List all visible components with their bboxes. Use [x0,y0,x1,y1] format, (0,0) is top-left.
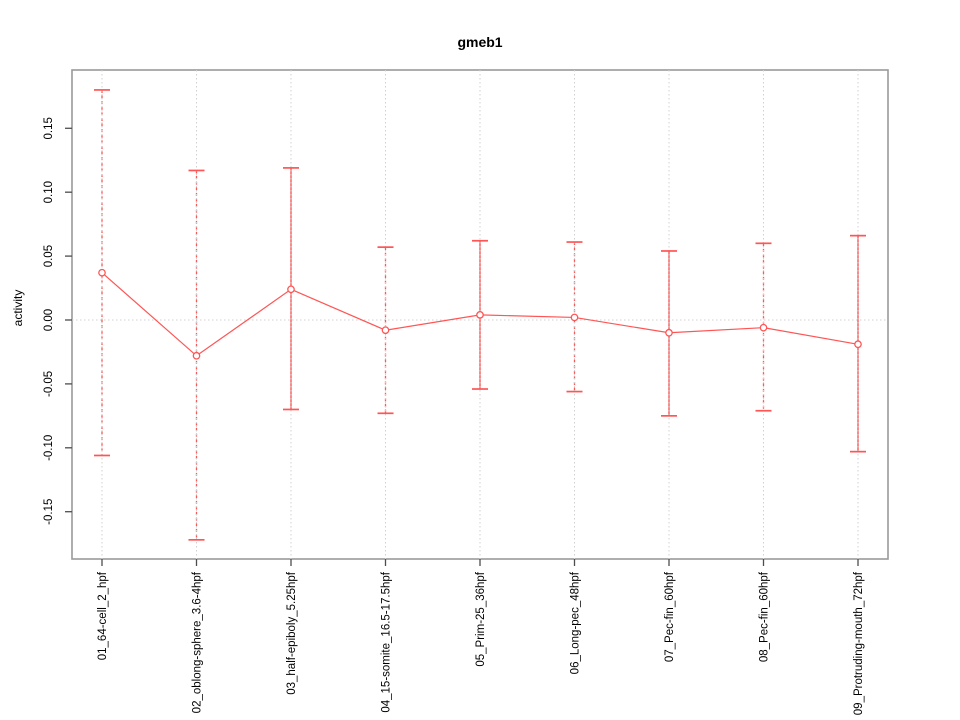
data-point-markers-group [98,268,862,360]
x-tick-label: 01_64-cell_2_hpf [97,571,109,660]
data-point-marker [381,326,390,335]
y-tick-label: 0.05 [43,245,55,267]
y-tick-label: -0.05 [43,371,55,397]
x-tick-label: 04_15-somite_16.5-17.5hpf [381,571,393,712]
data-point-marker [476,311,484,319]
data-point-marker [287,285,295,294]
x-tick-labels-group: 01_64-cell_2_hpf 02_oblong-sphere_3.6-4hp… [97,571,865,715]
y-tick-label: 0.15 [43,117,55,139]
x-tick-label: 02_oblong-sphere_3.6-4hpf [192,571,204,713]
y-tick-label: -0.10 [43,435,55,461]
data-point-marker [854,340,862,349]
x-tick-label: 08_Pec-fin_60hpf [759,571,771,662]
data-point-marker [759,323,768,332]
axis-ticks-group [65,127,859,566]
data-point-marker [570,313,579,322]
data-point-marker [98,268,106,277]
y-tick-label: 0.10 [43,181,55,203]
x-tick-label: 05_Prim-25_36hpf [475,571,487,666]
chart-title: gmeb1 [457,34,502,50]
x-tick-label: 03_half-epiboly_5.25hpf [286,571,298,695]
y-tick-label: 0.00 [43,309,55,331]
data-point-marker [192,351,201,360]
error-bar-caps-group [94,89,866,541]
vertical-gridlines-group [101,70,859,559]
x-tick-label: 09_Protruding-mouth_72hpf [853,571,865,715]
y-axis-label: activity [11,290,25,327]
y-tick-labels-group: 0.15 0.10 0.05 0.00 -0.05 -0.10 -0.15 [43,117,55,525]
x-tick-label: 06_Long-pec_48hpf [570,571,582,674]
data-point-marker [665,328,673,337]
y-tick-label: -0.15 [43,499,55,525]
x-tick-label: 07_Pec-fin_60hpf [664,571,676,662]
